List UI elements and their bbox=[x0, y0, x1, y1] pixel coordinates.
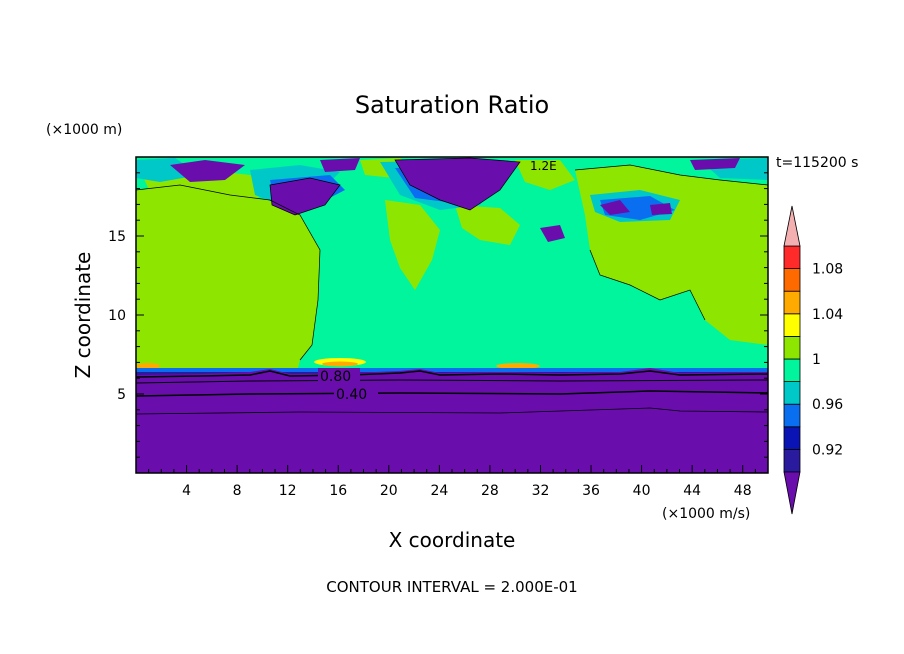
y-tick-label: 10 bbox=[108, 308, 126, 324]
contour-line-080 bbox=[136, 370, 768, 378]
colorbar-label: 1.04 bbox=[812, 307, 843, 323]
x-tick-label: 40 bbox=[633, 483, 651, 499]
contour-line-020 bbox=[136, 407, 768, 415]
x-tick-label: 8 bbox=[233, 483, 242, 499]
lime-region-top-right bbox=[515, 160, 575, 190]
purple-patch-8 bbox=[690, 158, 740, 170]
contour-line-060 bbox=[136, 379, 768, 384]
warm-spot-1 bbox=[136, 363, 160, 369]
x-tick-label: 44 bbox=[683, 483, 701, 499]
x-tick-label: 32 bbox=[532, 483, 550, 499]
colorbar-segment bbox=[783, 335, 801, 360]
y-tick-label: 15 bbox=[108, 229, 126, 245]
colorbar-high-extension bbox=[783, 205, 801, 247]
x-tick-label: 20 bbox=[380, 483, 398, 499]
purple-patch-1 bbox=[170, 160, 245, 182]
lime-region-left bbox=[136, 185, 320, 368]
x-tick-label: 48 bbox=[734, 483, 752, 499]
colorbar-segment bbox=[783, 245, 801, 270]
colorbar-label: 0.92 bbox=[812, 442, 843, 458]
contour-field bbox=[136, 157, 768, 473]
colorbar-segment bbox=[783, 426, 801, 450]
colorbar: 0.92 0.96 1 1.04 1.08 bbox=[783, 205, 843, 515]
colorbar-segment bbox=[783, 268, 801, 292]
interface-band bbox=[136, 368, 768, 374]
lower-layer bbox=[136, 368, 768, 473]
lime-region-mid bbox=[455, 205, 520, 245]
x-axis-ticks: 4 8 12 16 20 24 28 32 36 40 44 48 bbox=[148, 465, 756, 499]
x-unit-label: (×1000 m/s) bbox=[662, 506, 750, 522]
y-unit-label: (×1000 m) bbox=[46, 122, 122, 138]
purple-patch-6 bbox=[650, 203, 672, 215]
contour-outline-4 bbox=[269, 177, 341, 216]
y-axis-ticks: 5 10 15 bbox=[108, 172, 768, 458]
colorbar-segment bbox=[783, 448, 801, 473]
y-axis-label: Z coordinate bbox=[71, 252, 95, 379]
x-tick-label: 24 bbox=[430, 483, 448, 499]
x-tick-label: 36 bbox=[582, 483, 600, 499]
purple-patch-4 bbox=[540, 225, 565, 242]
colorbar-segment bbox=[783, 313, 801, 337]
colorbar-segment bbox=[783, 381, 801, 405]
contour-label-top: 1.2E bbox=[530, 159, 557, 173]
contour-outline-3 bbox=[394, 157, 521, 211]
warm-spot-3 bbox=[322, 361, 358, 367]
x-tick-label: 12 bbox=[279, 483, 297, 499]
colorbar-segment bbox=[783, 290, 801, 315]
colorbar-label: 1.08 bbox=[812, 262, 843, 278]
contour-outline-5 bbox=[589, 249, 706, 321]
chart-title: Saturation Ratio bbox=[355, 91, 549, 119]
purple-patch-5 bbox=[600, 200, 630, 215]
purple-patch-3 bbox=[395, 158, 520, 210]
contour-line-040 bbox=[136, 390, 768, 397]
colorbar-label: 1 bbox=[812, 352, 821, 368]
contour-label-bg-080 bbox=[318, 368, 360, 382]
x-tick-label: 4 bbox=[182, 483, 191, 499]
colorbar-low-extension bbox=[783, 471, 801, 515]
colorbar-label: 0.96 bbox=[812, 397, 843, 413]
x-axis-label: X coordinate bbox=[389, 528, 516, 552]
contour-label-080: 0.80 bbox=[320, 369, 351, 385]
colorbar-segment bbox=[783, 403, 801, 428]
contour-label-bg-040 bbox=[334, 386, 378, 400]
purple-patch-7 bbox=[320, 158, 360, 172]
warm-spot-4 bbox=[496, 363, 540, 369]
contour-interval-footer: CONTOUR INTERVAL = 2.000E-01 bbox=[326, 578, 577, 596]
contour-label-040: 0.40 bbox=[336, 387, 367, 403]
y-tick-label: 5 bbox=[117, 387, 126, 403]
time-label: t=115200 s bbox=[776, 155, 858, 171]
x-tick-label: 16 bbox=[329, 483, 347, 499]
lime-region-center bbox=[385, 200, 440, 290]
contour-outline-2 bbox=[574, 164, 768, 186]
colorbar-segment bbox=[783, 358, 801, 383]
contour-outline-1 bbox=[136, 184, 321, 361]
x-tick-label: 28 bbox=[481, 483, 499, 499]
